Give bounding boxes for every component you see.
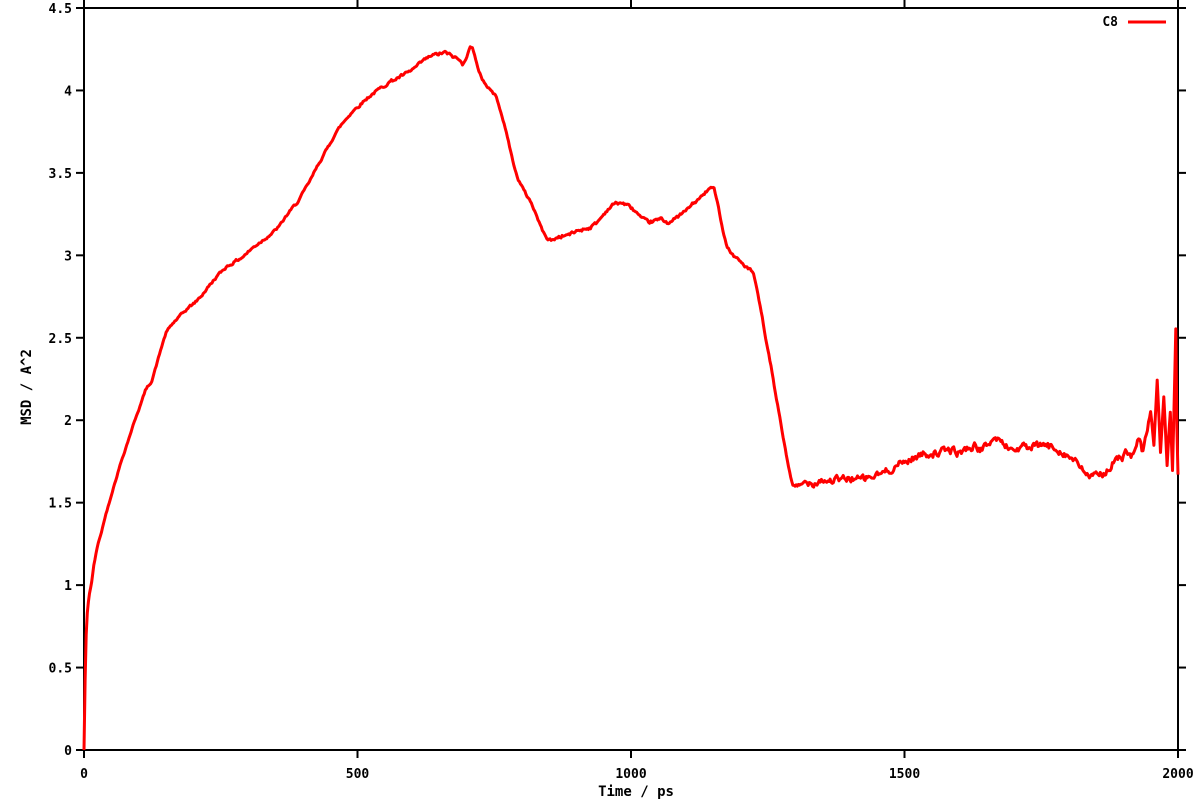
y-axis-title: MSD / A^2 — [19, 349, 35, 425]
y-tick-label: 1 — [64, 579, 72, 594]
x-tick-label: 2000 — [1162, 767, 1193, 782]
x-tick-label: 1500 — [889, 767, 920, 782]
y-tick-label: 1.5 — [49, 497, 72, 512]
data-curve-layer — [82, 45, 1180, 751]
series-line-C8 — [82, 45, 1180, 751]
y-tick-label: 3 — [64, 249, 72, 264]
x-axis-title: Time / ps — [598, 784, 674, 800]
x-tick-label: 0 — [80, 767, 88, 782]
axes-and-ticks: 0 0.5 1 1.5 2 2.5 3 3.5 4 4.5 0 500 1000 1500 2000 — [49, 0, 1194, 782]
y-tick-label: 4 — [64, 84, 72, 99]
x-tick-label: 1000 — [615, 767, 646, 782]
legend: C8 — [1102, 15, 1166, 30]
legend-series-label: C8 — [1102, 15, 1118, 30]
y-tick-label: 0 — [64, 744, 72, 759]
x-tick-label: 500 — [346, 767, 370, 782]
y-tick-label: 0.5 — [49, 662, 72, 677]
plot-border — [83, 7, 1179, 751]
y-tick-label: 2 — [64, 414, 72, 429]
y-tick-label: 2.5 — [49, 332, 72, 347]
y-tick-label: 4.5 — [49, 2, 72, 17]
y-tick-label: 3.5 — [49, 167, 72, 182]
